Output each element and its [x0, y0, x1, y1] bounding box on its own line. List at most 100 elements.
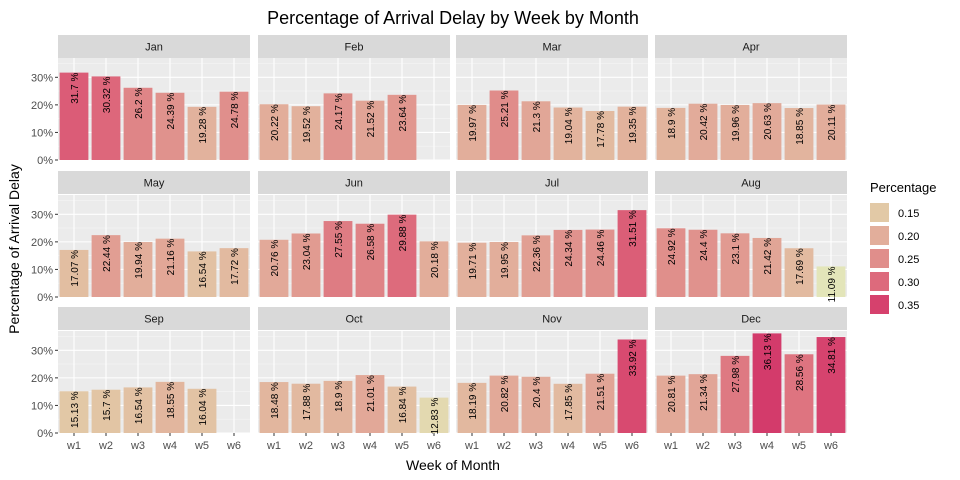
facet-strip	[58, 171, 250, 194]
bar-jul-w2	[489, 242, 519, 297]
x-tick-label: w1	[663, 440, 678, 452]
bar-nov-w1	[457, 382, 487, 433]
x-tick-label: w3	[528, 440, 543, 452]
facet-strip	[258, 171, 450, 194]
x-tick-label: w1	[464, 440, 479, 452]
bar-data-label: 11.09 %	[827, 266, 838, 302]
bar-aug-w6	[816, 266, 846, 297]
facet-panels: Jan 31.7 % 30.32 % 26.2 % 24.39 % 19.28 % 24.7…	[31, 35, 847, 452]
bar-jun-w1	[259, 239, 289, 297]
bar-data-label: 21.16 %	[166, 239, 177, 276]
bar-data-label: 18.85 %	[795, 108, 806, 145]
x-tick-label: w1	[66, 440, 81, 452]
bar-apr-w2	[688, 103, 718, 160]
bar-data-label: 29.88 %	[398, 215, 409, 252]
legend-swatch	[870, 249, 889, 268]
facet-panel-dec: Dec 20.81 % 21.34 % 27.98 % 36.13 % 28.56 % 34…	[655, 307, 847, 452]
bar-apr-w3	[720, 104, 750, 160]
bar-apr-w1	[656, 107, 686, 160]
bar-may-w2	[91, 235, 121, 297]
bar-data-label: 18.19 %	[468, 383, 479, 420]
bar-jul-w3	[521, 235, 551, 297]
bar-data-label: 20.4 %	[532, 377, 543, 408]
y-tick-label: 20%	[31, 100, 53, 112]
legend-swatch	[870, 295, 889, 314]
bar-jul-w4	[553, 229, 583, 297]
x-tick-label: w6	[426, 440, 441, 452]
bar-dec-w4	[752, 333, 782, 433]
bar-data-label: 34.81 %	[827, 337, 838, 374]
panel-background	[655, 195, 847, 297]
bar-data-label: 18.55 %	[166, 382, 177, 419]
bar-data-label: 30.32 %	[102, 76, 113, 113]
legend: Percentage 0.15 0.20 0.25 0.30 0.35	[870, 180, 937, 314]
bar-data-label: 33.92 %	[628, 339, 639, 376]
bar-nov-w4	[553, 383, 583, 433]
bar-data-label: 12.83 %	[430, 398, 441, 435]
bar-data-label: 19.04 %	[564, 107, 575, 144]
bar-may-w4	[155, 238, 185, 297]
x-tick-label: w2	[496, 440, 511, 452]
bar-feb-w1	[259, 104, 289, 160]
bar-data-label: 28.56 %	[795, 354, 806, 391]
y-tick-label: 0%	[37, 428, 53, 440]
bar-data-label: 36.13 %	[763, 333, 774, 370]
bar-data-label: 15.13 %	[70, 391, 81, 428]
legend-title: Percentage	[870, 180, 937, 195]
bar-nov-w3	[521, 376, 551, 433]
bar-data-label: 27.55 %	[334, 221, 345, 258]
panel-background	[456, 58, 648, 160]
facet-strip	[456, 307, 648, 330]
bar-data-label: 23.64 %	[398, 95, 409, 132]
bar-oct-w5	[387, 386, 417, 433]
bar-mar-w4	[553, 107, 583, 160]
facet-panel-may: May 17.07 % 22.44 % 19.94 % 21.16 % 16.54 % 17…	[31, 171, 250, 304]
bar-data-label: 23.04 %	[302, 233, 313, 270]
bar-data-label: 25.21 %	[500, 90, 511, 127]
bar-mar-w6	[617, 106, 647, 160]
facet-strip-label: Jan	[145, 42, 163, 54]
bar-data-label: 17.07 %	[70, 250, 81, 287]
bar-aug-w4	[752, 237, 782, 297]
bar-jul-w6	[617, 210, 647, 297]
facet-panel-feb: Feb 20.22 % 19.52 % 24.17 % 21.52 % 23.64 %	[258, 35, 450, 161]
facet-panel-oct: Oct 18.48 % 17.88 % 18.9 % 21.01 % 16.84 % 12.…	[258, 307, 450, 452]
bar-data-label: 16.84 %	[398, 386, 409, 423]
facet-strip	[655, 171, 847, 194]
bar-data-label: 24.78 %	[230, 92, 241, 129]
bar-data-label: 22.44 %	[102, 235, 113, 272]
bar-aug-w1	[656, 228, 686, 297]
bar-data-label: 19.71 %	[468, 243, 479, 280]
y-axis-title: Percentage of Arrival Delay	[6, 164, 22, 334]
x-tick-label: w4	[162, 440, 177, 452]
bar-sep-w1	[59, 391, 89, 433]
bar-data-label: 21.3 %	[532, 101, 543, 132]
x-axis-title: Week of Month	[406, 457, 500, 473]
y-tick-label: 10%	[31, 127, 53, 139]
bar-data-label: 17.78 %	[596, 111, 607, 148]
bar-data-label: 24.34 %	[564, 230, 575, 267]
y-tick-label: 20%	[31, 237, 53, 249]
x-tick-label: w2	[298, 440, 313, 452]
bar-data-label: 24.92 %	[667, 228, 678, 265]
bar-aug-w5	[784, 248, 814, 297]
bar-dec-w2	[688, 374, 718, 433]
x-tick-label: w6	[226, 440, 241, 452]
legend-label: 0.35	[898, 300, 919, 312]
facet-strip	[456, 171, 648, 194]
x-tick-label: w5	[194, 440, 209, 452]
bar-data-label: 19.94 %	[134, 242, 145, 279]
y-tick-label: 30%	[31, 209, 53, 221]
panel-background	[258, 331, 450, 433]
y-tick-label: 10%	[31, 264, 53, 276]
bar-nov-w5	[585, 373, 615, 433]
bar-data-label: 17.72 %	[230, 248, 241, 285]
bar-data-label: 20.76 %	[270, 240, 281, 277]
bar-data-label: 19.97 %	[468, 105, 479, 142]
bar-data-label: 24.39 %	[166, 93, 177, 130]
x-tick-label: w4	[560, 440, 575, 452]
bar-nov-w2	[489, 375, 519, 433]
facet-strip	[58, 35, 250, 58]
bar-mar-w2	[489, 90, 519, 160]
x-tick-label: w5	[791, 440, 806, 452]
